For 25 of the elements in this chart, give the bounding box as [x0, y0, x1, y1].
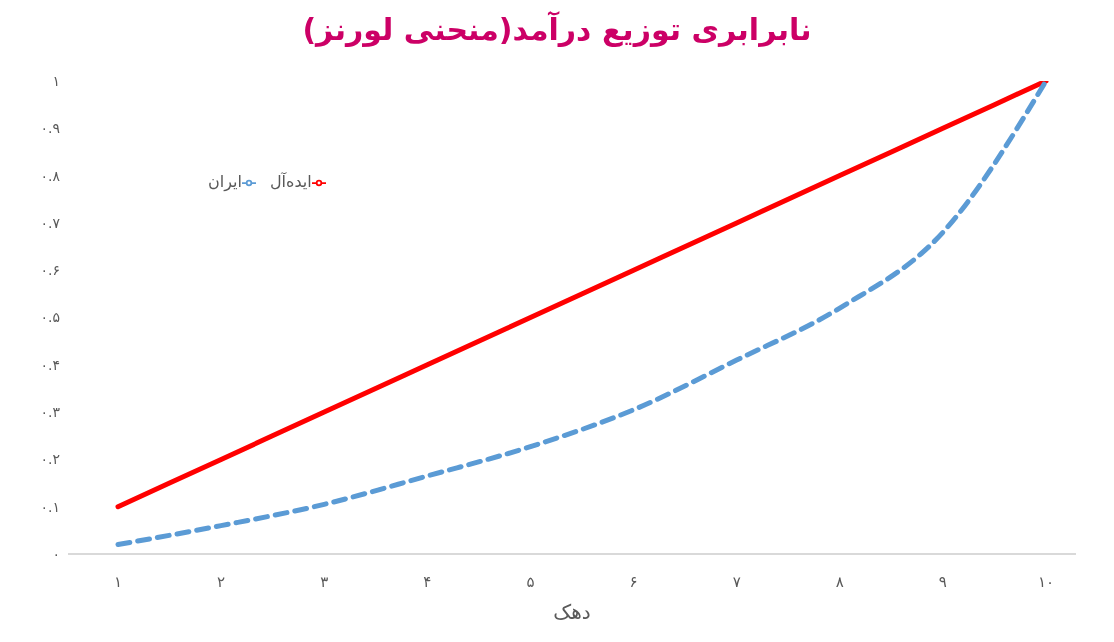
- y-tick-label: ۰.۹: [40, 120, 60, 137]
- legend-label: ایده‌آل: [269, 172, 312, 191]
- chart-title: نابرابری توزیع درآمد(منحنی لورنز): [301, 10, 813, 49]
- x-tick-label: ۸: [835, 572, 844, 591]
- y-tick-label: ۰.۵: [40, 309, 60, 326]
- x-tick-label: ۱۰: [1037, 572, 1055, 591]
- x-tick-label: ۱: [113, 572, 123, 591]
- y-tick-label: ۰.۱: [40, 498, 60, 515]
- y-tick-label: ۰.۲: [40, 451, 60, 468]
- x-tick-label: ۷: [732, 572, 741, 591]
- x-tick-label: ۲: [217, 572, 226, 591]
- y-tick-label: ۰.۸: [40, 167, 61, 184]
- legend-label: ایران: [208, 172, 242, 191]
- y-tick-label: ۰: [52, 545, 60, 562]
- y-tick-label: ۰.۷: [40, 214, 61, 231]
- y-tick-label: ۱: [52, 72, 60, 89]
- x-tick-label: ۳: [320, 572, 329, 591]
- x-axis-title: دهک: [553, 600, 591, 624]
- y-tick-label: ۰.۳: [40, 404, 61, 421]
- y-tick-label: ۰.۴: [40, 356, 60, 373]
- x-tick-label: ۴: [423, 572, 432, 591]
- x-tick-label: ۶: [629, 572, 638, 591]
- x-tick-label: ۵: [526, 572, 535, 591]
- x-tick-label: ۹: [938, 572, 947, 591]
- y-tick-label: ۰.۶: [40, 262, 60, 279]
